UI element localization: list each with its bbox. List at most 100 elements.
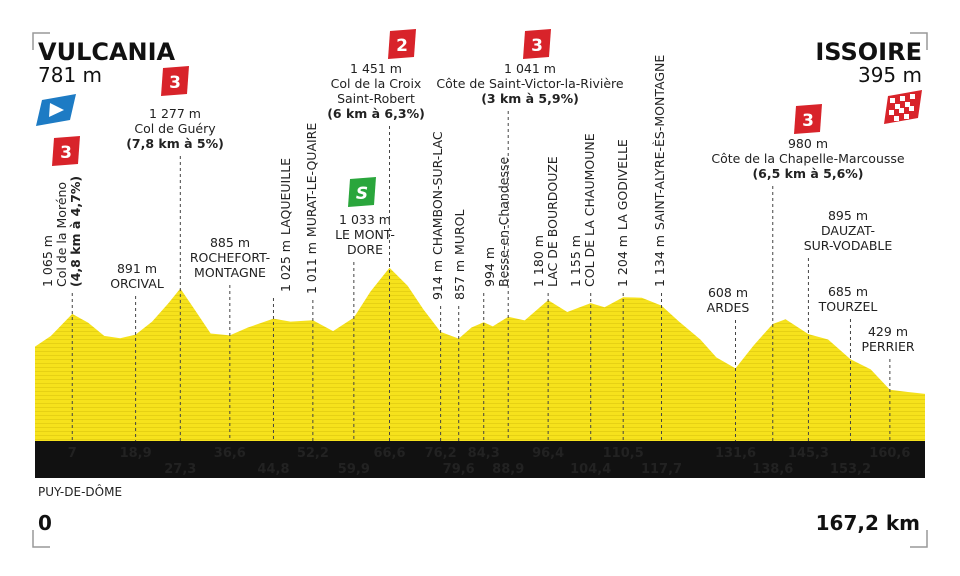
waypoint-label: 1 155 m — [568, 235, 583, 287]
x-tick-label: 117,7 — [641, 462, 682, 477]
sprint-badge: S — [348, 177, 376, 207]
waypoint-label: (7,8 km à 5%) — [126, 136, 224, 151]
x-tick-label: 7 — [68, 446, 77, 461]
waypoint-label: 1 204 m LA GODIVELLE — [615, 139, 630, 287]
badge-text: 3 — [60, 143, 72, 163]
waypoint-label: 608 m — [708, 285, 748, 300]
waypoint-name: MUROL — [452, 210, 467, 255]
waypoint-altitude: 857 m — [452, 260, 467, 300]
badge-text: 2 — [396, 36, 408, 56]
badge-shape — [388, 29, 416, 59]
waypoint-label: 994 m — [482, 247, 497, 287]
waypoint-label: 1 065 m — [40, 235, 55, 287]
badge-text: 3 — [169, 73, 181, 93]
waypoint-altitude: 1 011 m — [304, 242, 319, 294]
waypoint-label: DAUZAT- — [821, 223, 875, 238]
waypoint-label: SUR-VODABLE — [804, 238, 893, 253]
badge-shape — [348, 177, 376, 207]
waypoint-altitude: 1 025 m — [278, 240, 293, 292]
region: PUY-DE-DÔME — [38, 484, 122, 499]
waypoint-label: Besse-en-Chandesse — [496, 157, 511, 287]
climb-badge: 3 — [523, 29, 551, 59]
waypoint-label: Col de Guéry — [134, 121, 216, 136]
climb-badge: 3 — [52, 136, 80, 166]
waypoint-name: SAINT-ALYRE-ÈS-MONTAGNE — [652, 55, 667, 230]
x-tick-label: 104,4 — [570, 462, 611, 477]
waypoint-altitude: 914 m — [430, 260, 445, 300]
waypoint-label: DORE — [347, 242, 383, 257]
waypoint-label: 1 041 m — [504, 61, 556, 76]
start-flag — [36, 94, 76, 126]
waypoint-label: 429 m — [868, 324, 908, 339]
x-tick-label: 36,6 — [214, 446, 246, 461]
waypoint-label: LAC DE BOURDOUZE — [545, 156, 560, 287]
waypoint-label: ROCHEFORT- — [190, 250, 270, 265]
badge-shape — [52, 136, 80, 166]
x-tick-label: 44,8 — [257, 462, 289, 477]
waypoint-label: Côte de Saint-Victor-la-Rivière — [436, 76, 623, 91]
waypoint-label: Saint-Robert — [337, 91, 415, 106]
waypoint-label: Côte de la Chapelle-Marcousse — [711, 151, 905, 166]
climb-badge: 3 — [794, 104, 822, 134]
waypoint-label: 1 451 m — [350, 61, 402, 76]
waypoint-label: 1 277 m — [149, 106, 201, 121]
waypoint-altitude: 1 134 m — [652, 235, 667, 287]
x-tick-label: 27,3 — [164, 462, 196, 477]
waypoint-name: LAQUEUILLE — [278, 158, 293, 235]
badge-text: 3 — [802, 111, 814, 131]
x-tick-label: 153,2 — [830, 462, 871, 477]
waypoint-label: PERRIER — [861, 339, 914, 354]
x-tick-label: 52,2 — [297, 446, 329, 461]
x-tick-label: 131,6 — [715, 446, 756, 461]
waypoint-name: LA GODIVELLE — [615, 139, 630, 230]
x-tick-label: 79,6 — [443, 462, 475, 477]
x-tick-label: 66,6 — [373, 446, 405, 461]
finish-flag — [884, 90, 922, 124]
km-band — [35, 441, 925, 478]
x-tick-label: 59,9 — [338, 462, 370, 477]
start-altitude: 781 m — [38, 63, 102, 87]
waypoint-label: 1 033 m — [339, 212, 391, 227]
waypoint-label: 1 134 m SAINT-ALYRE-ÈS-MONTAGNE — [652, 55, 667, 287]
finish-name: ISSOIRE — [815, 38, 922, 66]
waypoint-label: COL DE LA CHAUMOUNE — [582, 133, 597, 287]
badge-text: S — [356, 184, 368, 204]
badge-shape — [161, 66, 189, 96]
waypoint-name: MURAT-LE-QUAIRE — [304, 123, 319, 237]
waypoint-label: (6,5 km à 5,6%) — [752, 166, 863, 181]
waypoint-label: 885 m — [210, 235, 250, 250]
x-tick-label: 18,9 — [120, 446, 152, 461]
elevation-area — [35, 267, 925, 441]
badge-shape — [794, 104, 822, 134]
x-tick-label: 145,3 — [788, 446, 829, 461]
waypoint-label: 1 025 m LAQUEUILLE — [278, 158, 293, 292]
waypoint-label: 980 m — [788, 136, 828, 151]
waypoint-label: LE MONT- — [335, 227, 395, 242]
waypoint-label: 1 011 m MURAT-LE-QUAIRE — [304, 123, 319, 294]
distance-end: 167,2 km — [816, 511, 920, 535]
waypoint-label: MONTAGNE — [194, 265, 266, 280]
waypoint-label: 857 m MUROL — [452, 210, 467, 300]
waypoint-label: 1 180 m — [531, 235, 546, 287]
badge-shape — [523, 29, 551, 59]
x-tick-label: 138,6 — [752, 462, 793, 477]
waypoint-label: (4,8 km à 4,7%) — [68, 176, 83, 287]
waypoint-label: ORCIVAL — [110, 276, 164, 291]
waypoint-label: 914 m CHAMBON-SUR-LAC — [430, 131, 445, 300]
waypoint-label: TOURZEL — [818, 299, 878, 314]
waypoint-name: CHAMBON-SUR-LAC — [430, 131, 445, 255]
distance-start: 0 — [38, 511, 52, 535]
waypoint-label: 685 m — [828, 284, 868, 299]
x-tick-label: 110,5 — [603, 446, 644, 461]
climb-badge: 2 — [388, 29, 416, 59]
waypoint-label: 895 m — [828, 208, 868, 223]
frame-corners — [32, 32, 928, 548]
x-tick-label: 88,9 — [492, 462, 524, 477]
x-tick-label: 160,6 — [869, 446, 910, 461]
x-tick-label: 84,3 — [468, 446, 500, 461]
x-tick-label: 96,4 — [532, 446, 564, 461]
waypoint-label: ARDES — [707, 300, 750, 315]
waypoint-label: 891 m — [117, 261, 157, 276]
waypoint-label: (6 km à 6,3%) — [327, 106, 425, 121]
